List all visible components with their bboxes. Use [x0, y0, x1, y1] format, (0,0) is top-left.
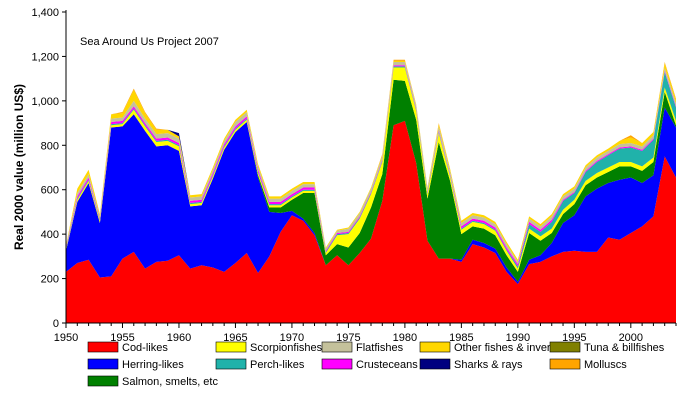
legend-swatch: [87, 358, 119, 370]
y-tick-label: 600: [41, 185, 59, 197]
legend-item-herring-likes: Herring-likes: [87, 358, 184, 371]
y-tick-label: 800: [41, 140, 59, 152]
legend-item-sharks-rays: Sharks & rays: [419, 358, 523, 371]
y-tick-label: 1,000: [31, 96, 59, 108]
legend-label: Crusteceans: [356, 359, 418, 371]
y-axis-title: Real 2000 value (million US$): [12, 84, 26, 250]
legend-item-scorpionfishes: Scorpionfishes: [215, 341, 323, 354]
y-tick-label: 400: [41, 229, 59, 241]
legend-label: Salmon, smelts, etc: [122, 376, 218, 388]
legend-label: Scorpionfishes: [250, 342, 323, 354]
legend-label: Herring-likes: [122, 359, 184, 371]
legend-swatch: [549, 341, 581, 353]
stacked-areas: [66, 59, 676, 323]
legend-item-other-fishes-inverts: Other fishes & inverts: [419, 341, 560, 354]
x-tick-label: 1975: [336, 332, 360, 344]
legend-swatch: [419, 358, 451, 370]
legend-item-flatfishes: Flatfishes: [321, 341, 404, 354]
legend-item-cod-likes: Cod-likes: [87, 341, 168, 354]
y-tick-label: 1,400: [31, 7, 59, 19]
x-tick-label: 1995: [562, 332, 586, 344]
y-tick-label: 200: [41, 274, 59, 286]
series-area-herring-likes: [66, 107, 676, 285]
legend-swatch: [87, 375, 119, 387]
legend-swatch: [321, 341, 353, 353]
legend-item-crusteceans: Crusteceans: [321, 358, 418, 371]
x-tick-label: 1965: [223, 332, 247, 344]
y-tick-label: 0: [53, 318, 59, 330]
legend-item-molluscs: Molluscs: [549, 358, 627, 371]
legend-label: Other fishes & inverts: [454, 342, 560, 354]
legend-label: Sharks & rays: [454, 359, 523, 371]
x-tick-label: 1985: [449, 332, 473, 344]
x-tick-label: 2000: [619, 332, 643, 344]
legend-item-salmon-smelts-etc: Salmon, smelts, etc: [87, 375, 218, 388]
legend-swatch: [321, 358, 353, 370]
legend-item-tuna-billfishes: Tuna & billfishes: [549, 341, 665, 354]
y-tick-label: 1,200: [31, 51, 59, 63]
x-tick-label: 1955: [110, 332, 134, 344]
legend-swatch: [87, 341, 119, 353]
x-tick-label: 1990: [506, 332, 530, 344]
legend-label: Perch-likes: [250, 359, 305, 371]
x-tick-label: 1970: [280, 332, 304, 344]
x-tick-label: 1960: [167, 332, 191, 344]
legend: Cod-likes Scorpionfishes Flatfishes Other f…: [87, 341, 665, 388]
x-tick-label: 1950: [54, 332, 78, 344]
x-tick-label: 1980: [393, 332, 417, 344]
legend-swatch: [215, 358, 247, 370]
legend-label: Cod-likes: [122, 342, 168, 354]
legend-label: Flatfishes: [356, 342, 404, 354]
chart-annotation: Sea Around Us Project 2007: [80, 36, 219, 48]
legend-swatch: [419, 341, 451, 353]
legend-swatch: [549, 358, 581, 370]
legend-swatch: [215, 341, 247, 353]
axes: 0 200 400 600 800 1,000 1,200 1,400 1950 1955 1960…: [31, 7, 677, 344]
legend-item-perch-likes: Perch-likes: [215, 358, 305, 371]
legend-label: Tuna & billfishes: [584, 342, 665, 354]
legend-label: Molluscs: [584, 359, 627, 371]
series-area-cod-likes: [66, 120, 676, 323]
